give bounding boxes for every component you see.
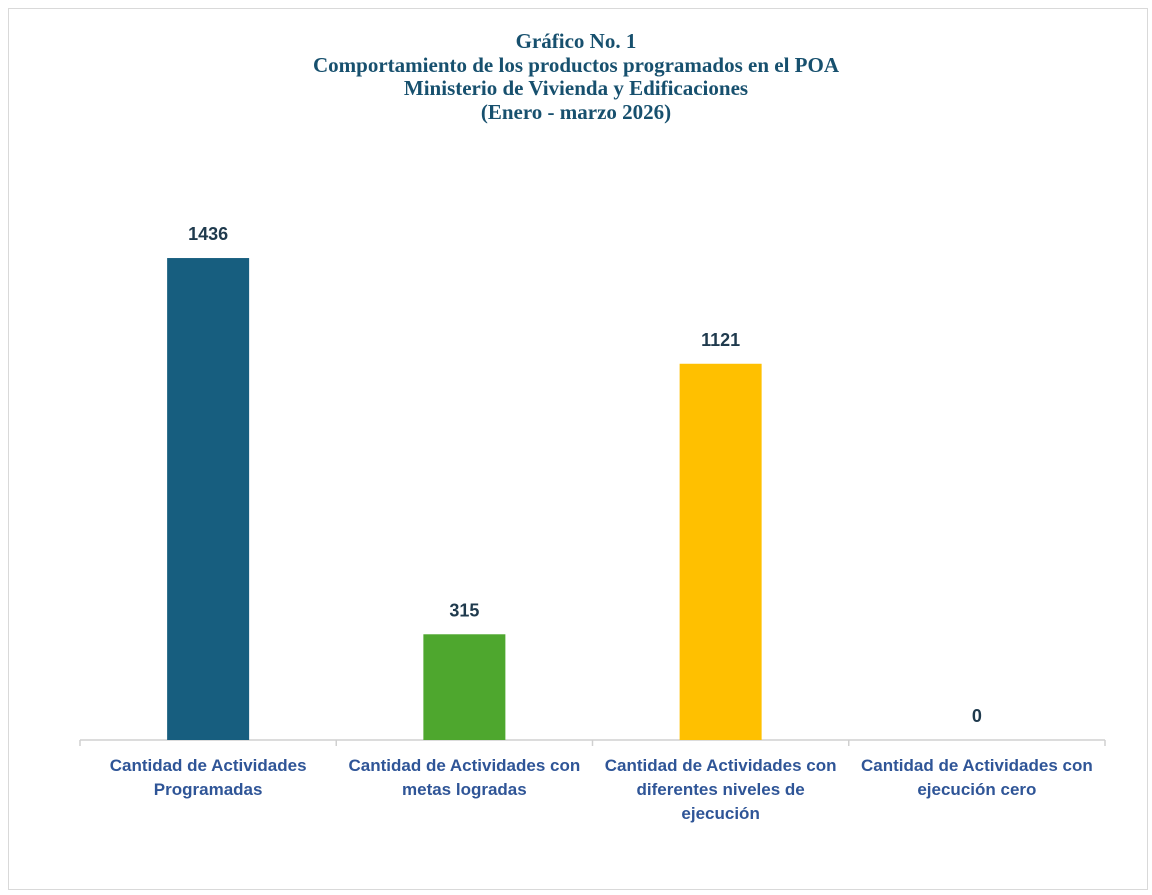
value-label: 0 — [972, 706, 982, 726]
category-label: Cantidad de Actividades con diferentes n… — [604, 756, 837, 823]
title-line: Gráfico No. 1 — [515, 29, 637, 53]
value-label: 315 — [449, 600, 479, 620]
bar — [167, 258, 250, 740]
title-line: (Enero - marzo 2026) — [480, 99, 672, 124]
title-line: Comportamiento de los productos programa… — [313, 52, 839, 77]
category-label: Cantidad de Actividades con ejecución ce… — [861, 756, 1093, 799]
value-label: 1436 — [188, 224, 228, 244]
bar — [679, 363, 762, 740]
chart-frame — [8, 8, 1148, 890]
bar — [423, 634, 506, 740]
category-label: Cantidad de Actividades con metas lograd… — [348, 756, 581, 799]
category-label: Cantidad de Actividades Programadas — [109, 756, 307, 799]
value-label: 1121 — [701, 330, 740, 350]
title-line: Ministerio de Vivienda y Edificaciones — [403, 76, 749, 100]
chart-title: Gráfico No. 1 Comportamiento de los produ… — [0, 29, 1152, 124]
